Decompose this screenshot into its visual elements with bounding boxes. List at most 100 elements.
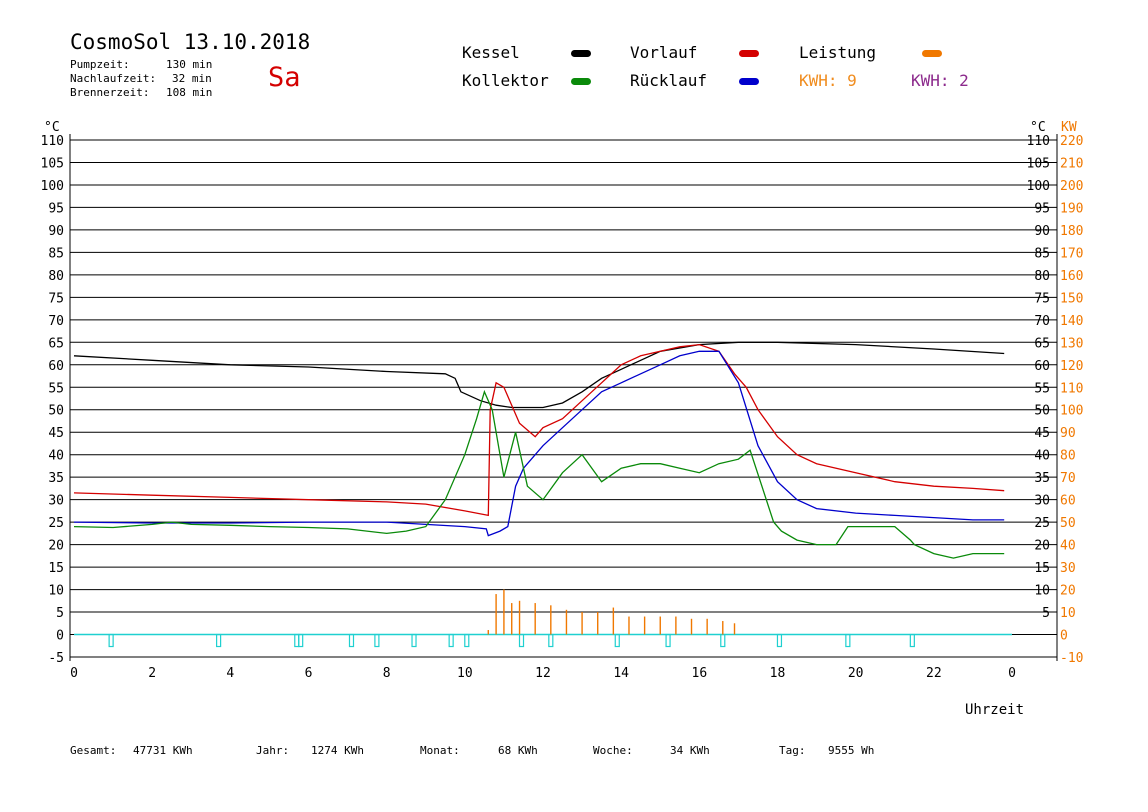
legend-swatch-ruecklauf: [739, 78, 759, 85]
y-tick-label-left: 50: [48, 404, 64, 419]
temperature-chart: °C °C KW -505101520253035404550556065707…: [41, 120, 1084, 681]
series-line-vorlauf: [73, 343, 1005, 517]
y-tick-label-right: 75: [1034, 291, 1050, 306]
x-tick-label: 12: [535, 666, 551, 681]
y2-tick-label: 220: [1060, 134, 1083, 149]
y-tick-label-left: 10: [48, 584, 64, 599]
x-tick-label: 0: [70, 666, 78, 681]
footer-month-value: 68 KWh: [498, 744, 538, 757]
legend-label-vorlauf: Vorlauf: [630, 43, 698, 62]
kwh-solar-label: KWH: 9: [799, 71, 857, 90]
y-tick-label-right: 95: [1034, 201, 1050, 216]
y-tick-label-left: 25: [48, 516, 64, 531]
x-tick-label: 14: [613, 666, 629, 681]
y-tick-label-right: 100: [1027, 179, 1050, 194]
y-tick-label-left: 35: [48, 471, 64, 486]
y-tick-label-right: 60: [1034, 359, 1050, 374]
x-tick-label: 20: [848, 666, 864, 681]
footer-day-label: Tag:: [779, 744, 806, 757]
y-tick-label-left: -5: [48, 651, 64, 666]
y2-tick-label: 20: [1060, 584, 1076, 599]
y2-tick-label: 50: [1060, 516, 1076, 531]
y2-tick-label: 30: [1060, 561, 1076, 576]
y2-tick-label: 140: [1060, 314, 1083, 329]
y-tick-label-right: 5: [1042, 606, 1050, 621]
y-tick-label-left: 75: [48, 291, 64, 306]
footer-year-label: Jahr:: [256, 744, 290, 757]
x-tick-label: 18: [770, 666, 786, 681]
y-tick-label-left: 90: [48, 224, 64, 239]
y-tick-label-left: 40: [48, 449, 64, 464]
chart-title: CosmoSol 13.10.2018: [70, 30, 311, 54]
y-tick-label-right: 30: [1034, 494, 1050, 509]
y2-tick-label: 70: [1060, 471, 1076, 486]
y-tick-label-right: 10: [1034, 584, 1050, 599]
burner-time-value: 108 min: [166, 86, 213, 99]
y-tick-label-right: 55: [1034, 381, 1050, 396]
y2-tick-label: 180: [1060, 224, 1083, 239]
y-tick-label-left: 100: [41, 179, 64, 194]
y-tick-label-left: 80: [48, 269, 64, 284]
pump-pulse: [909, 633, 915, 648]
footer-total-label: Gesamt:: [70, 744, 117, 757]
y2-tick-label: 160: [1060, 269, 1083, 284]
y2-tick-label: 0: [1060, 629, 1068, 644]
pump-pulse: [348, 633, 355, 648]
y2-tick-label: 130: [1060, 336, 1083, 351]
y-tick-label-right: 80: [1034, 269, 1050, 284]
series-line-kessel: [73, 341, 1005, 409]
footer-year-value: 1274 KWh: [311, 744, 364, 757]
y2-tick-label: 200: [1060, 179, 1083, 194]
footer-day-value: 9555 Wh: [828, 744, 875, 757]
y-tick-label-right: 50: [1034, 404, 1050, 419]
y-tick-label-right: 110: [1027, 134, 1050, 149]
y-tick-label-left: 55: [48, 381, 64, 396]
legend-label-kessel: Kessel: [462, 43, 520, 62]
y-axis-unit-left: °C: [44, 120, 60, 135]
y-tick-label-left: 95: [48, 201, 64, 216]
footer-week-label: Woche:: [593, 744, 633, 757]
y-tick-label-right: 90: [1034, 224, 1050, 239]
afterrun-time-label: Nachlaufzeit:: [70, 72, 157, 85]
y-tick-label-right: 25: [1034, 516, 1050, 531]
y-tick-label-left: 110: [41, 134, 64, 149]
kwh-burner-label: KWH: 2: [911, 71, 969, 90]
x-tick-label: 6: [305, 666, 313, 681]
pump-pulse: [776, 633, 783, 648]
y2-tick-label: 190: [1060, 201, 1083, 216]
y2-tick-label: 40: [1060, 539, 1076, 554]
pump-pulse: [518, 633, 525, 648]
pump-pulse: [298, 633, 304, 648]
weekday-label: Sa: [268, 62, 301, 93]
y2-tick-label: 90: [1060, 426, 1076, 441]
legend-label-leistung: Leistung: [799, 43, 877, 62]
y-tick-label-right: 20: [1034, 539, 1050, 554]
y-tick-label-left: 60: [48, 359, 64, 374]
y-tick-label-right: 15: [1034, 561, 1050, 576]
pump-pulse: [614, 633, 620, 648]
y-tick-label-right: 70: [1034, 314, 1050, 329]
y2-tick-label: 170: [1060, 246, 1083, 261]
pump-pulse: [108, 633, 114, 648]
pump-pulse: [845, 633, 851, 648]
series-line-kollektor: [73, 389, 1005, 559]
y-tick-label-right: 105: [1027, 156, 1050, 171]
pump-pulse: [720, 633, 726, 648]
y2-tick-label: 120: [1060, 359, 1083, 374]
pump-time-label: Pumpzeit:: [70, 58, 130, 71]
y2-tick-label: 60: [1060, 494, 1076, 509]
y-tick-label-right: 45: [1034, 426, 1050, 441]
footer-month-label: Monat:: [420, 744, 460, 757]
pump-pulse: [216, 633, 222, 648]
footer-total-value: 47731 KWh: [133, 744, 193, 757]
y-tick-label-left: 15: [48, 561, 64, 576]
y2-tick-label: 110: [1060, 381, 1083, 396]
series-line-rcklauf: [73, 350, 1005, 537]
x-tick-label: 10: [457, 666, 473, 681]
x-axis-label: Uhrzeit: [965, 702, 1025, 718]
y2-axis-unit: KW: [1061, 120, 1077, 135]
y-tick-label-left: 0: [56, 629, 64, 644]
x-tick-label: 22: [926, 666, 942, 681]
footer-week-value: 34 KWh: [670, 744, 710, 757]
burner-time-label: Brennerzeit:: [70, 86, 150, 99]
